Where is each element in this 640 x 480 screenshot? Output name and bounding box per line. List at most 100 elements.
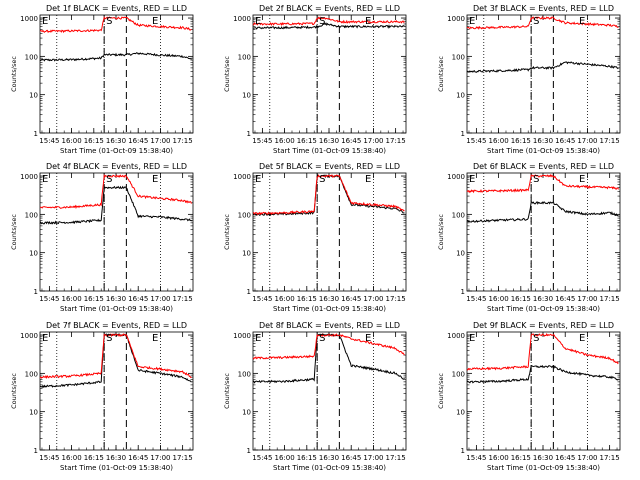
events-series-line <box>39 333 192 389</box>
x-tick-label: 16:45 <box>128 137 148 145</box>
marker-label: E <box>579 333 585 344</box>
marker-label: E <box>152 333 158 344</box>
plot-frame <box>466 331 621 451</box>
y-axis-label: Counts/sec <box>10 214 18 250</box>
events-series-line <box>39 52 192 62</box>
x-tick-label: 16:15 <box>297 137 317 145</box>
marker-label: E <box>365 333 371 344</box>
chart-panel-6: Det 6f BLACK = Events, RED = LLD 1 10 100 10… <box>437 162 621 313</box>
x-tick-label: 16:00 <box>274 295 294 303</box>
x-tick-label: 16:00 <box>488 295 508 303</box>
x-axis-label: Start Time (01-Oct-09 15:38:40) <box>60 305 173 313</box>
x-tick-label: 16:30 <box>319 454 339 462</box>
events-series-line <box>252 22 405 30</box>
y-tick-label: 1 <box>461 130 465 138</box>
marker-label: S <box>106 16 112 27</box>
marker-label: S <box>319 333 325 344</box>
x-tick-label: 17:15 <box>600 295 620 303</box>
y-tick-label: 10 <box>456 92 465 100</box>
lld-series-line <box>39 173 192 209</box>
plot-frame <box>39 172 194 292</box>
x-tick-label: 16:00 <box>488 454 508 462</box>
x-tick-label: 15:45 <box>466 454 486 462</box>
x-tick-label: 16:45 <box>555 137 575 145</box>
x-tick-label: 16:15 <box>84 137 104 145</box>
x-tick-label: 16:00 <box>488 137 508 145</box>
x-axis-label: Start Time (01-Oct-09 15:38:40) <box>273 305 386 313</box>
x-tick-label: 16:45 <box>341 454 361 462</box>
x-tick-label: 16:30 <box>533 454 553 462</box>
y-tick-label: 1 <box>34 288 38 296</box>
y-tick-label: 1000 <box>447 173 465 181</box>
x-axis-label: Start Time (01-Oct-09 15:38:40) <box>60 464 173 472</box>
x-axis-label: Start Time (01-Oct-09 15:38:40) <box>487 147 600 155</box>
marker-label: E <box>469 174 475 185</box>
y-tick-label: 100 <box>452 370 465 378</box>
marker-label: E <box>365 16 371 27</box>
chart-title: Det 5f BLACK = Events, RED = LLD <box>259 162 400 171</box>
plot-frame <box>252 14 407 134</box>
x-tick-label: 15:45 <box>39 454 59 462</box>
y-axis-label: Counts/sec <box>223 373 231 409</box>
x-tick-label: 16:15 <box>511 454 531 462</box>
y-axis-label: Counts/sec <box>223 56 231 92</box>
x-tick-label: 16:30 <box>106 137 126 145</box>
x-tick-label: 15:45 <box>466 137 486 145</box>
lld-series-line <box>39 333 192 380</box>
y-tick-label: 10 <box>242 409 251 417</box>
chart-panel-4: Det 4f BLACK = Events, RED = LLD 1 10 100 10… <box>10 162 194 313</box>
y-tick-label: 100 <box>452 53 465 61</box>
events-series-line <box>252 333 405 384</box>
marker-label: E <box>469 333 475 344</box>
y-tick-label: 1000 <box>233 173 251 181</box>
x-tick-label: 16:15 <box>297 454 317 462</box>
x-tick-label: 17:15 <box>173 137 193 145</box>
x-axis-label: Start Time (01-Oct-09 15:38:40) <box>60 147 173 155</box>
y-tick-label: 100 <box>452 211 465 219</box>
x-tick-label: 16:30 <box>533 295 553 303</box>
marker-label: E <box>579 16 585 27</box>
y-tick-label: 10 <box>29 250 38 258</box>
y-tick-label: 100 <box>238 370 251 378</box>
x-axis-label: Start Time (01-Oct-09 15:38:40) <box>273 147 386 155</box>
marker-label: S <box>533 174 539 185</box>
y-tick-label: 100 <box>25 370 38 378</box>
x-tick-label: 16:00 <box>61 137 81 145</box>
y-tick-label: 1000 <box>447 332 465 340</box>
y-axis-label: Counts/sec <box>10 373 18 409</box>
chart-title: Det 3f BLACK = Events, RED = LLD <box>473 4 614 13</box>
x-tick-label: 17:00 <box>150 137 170 145</box>
y-tick-label: 10 <box>456 250 465 258</box>
x-tick-label: 16:45 <box>128 454 148 462</box>
y-tick-label: 10 <box>29 92 38 100</box>
marker-label: E <box>42 333 48 344</box>
marker-label: S <box>106 174 112 185</box>
y-tick-label: 1 <box>247 447 251 455</box>
chart-title: Det 9f BLACK = Events, RED = LLD <box>473 321 614 330</box>
x-tick-label: 17:15 <box>386 454 406 462</box>
lld-series-line <box>466 332 619 371</box>
marker-label: E <box>152 174 158 185</box>
x-tick-label: 17:15 <box>173 295 193 303</box>
y-tick-label: 1000 <box>233 15 251 23</box>
x-tick-label: 17:15 <box>386 295 406 303</box>
events-series-line <box>466 61 619 73</box>
x-tick-label: 16:00 <box>274 137 294 145</box>
x-tick-label: 16:30 <box>106 295 126 303</box>
x-tick-label: 16:00 <box>274 454 294 462</box>
y-tick-label: 1000 <box>233 332 251 340</box>
x-tick-label: 16:45 <box>341 295 361 303</box>
marker-label: E <box>255 174 261 185</box>
y-tick-label: 1 <box>461 288 465 296</box>
x-tick-label: 17:15 <box>600 137 620 145</box>
y-tick-label: 1 <box>247 288 251 296</box>
x-tick-label: 15:45 <box>39 295 59 303</box>
events-series-line <box>39 185 192 225</box>
marker-label: S <box>106 333 112 344</box>
chart-panel-3: Det 3f BLACK = Events, RED = LLD 1 10 100 10… <box>437 4 621 155</box>
y-axis-label: Counts/sec <box>223 214 231 250</box>
y-tick-label: 100 <box>25 53 38 61</box>
marker-label: E <box>152 16 158 27</box>
marker-label: E <box>255 333 261 344</box>
chart-panel-1: Det 1f BLACK = Events, RED = LLD 1 10 100 10… <box>10 4 194 155</box>
